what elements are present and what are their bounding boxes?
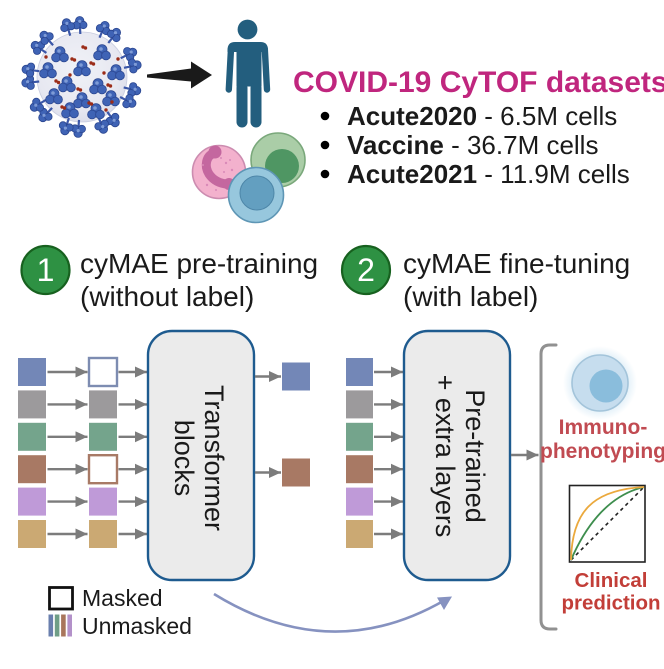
svg-text:Masked: Masked	[82, 585, 163, 611]
svg-text:Pre-trained: Pre-trained	[460, 389, 490, 523]
svg-text:COVID-19 CyTOF datasets: COVID-19 CyTOF datasets	[293, 66, 664, 99]
svg-text:+ extra layers: + extra layers	[430, 375, 460, 538]
svg-text:phenotyping: phenotyping	[540, 440, 664, 463]
svg-text:(with label): (with label)	[403, 281, 538, 312]
svg-text:Acute2020 - 6.5M cells: Acute2020 - 6.5M cells	[347, 101, 617, 131]
svg-text:1: 1	[37, 252, 55, 288]
svg-text:Clinical: Clinical	[575, 569, 648, 592]
svg-text:Immuno-: Immuno-	[559, 416, 648, 439]
svg-text:prediction: prediction	[561, 592, 660, 615]
svg-text:Vaccine - 36.7M cells: Vaccine - 36.7M cells	[347, 130, 598, 160]
svg-text:cyMAE pre-training: cyMAE pre-training	[80, 248, 318, 279]
svg-text:blocks: blocks	[169, 420, 199, 497]
svg-text:Unmasked: Unmasked	[82, 613, 192, 639]
svg-text:Acute2021 - 11.9M cells: Acute2021 - 11.9M cells	[347, 159, 630, 189]
svg-text:Transformer: Transformer	[199, 385, 229, 531]
svg-text:(without label): (without label)	[80, 281, 254, 312]
svg-text:cyMAE fine-tuning: cyMAE fine-tuning	[403, 248, 630, 279]
svg-text:2: 2	[357, 252, 375, 288]
